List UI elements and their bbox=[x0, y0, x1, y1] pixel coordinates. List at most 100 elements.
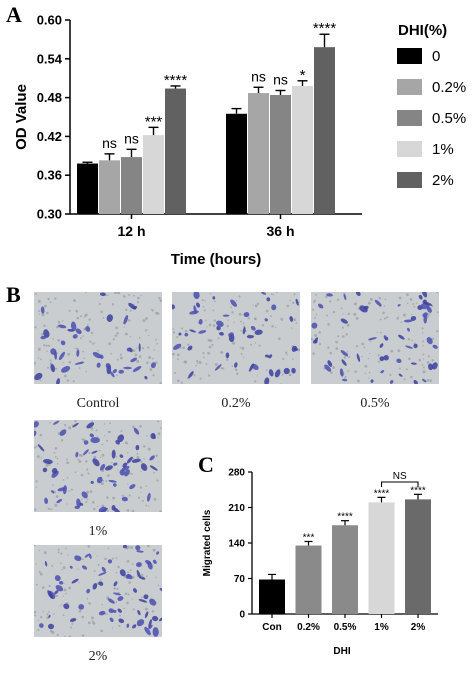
stained-cell bbox=[268, 354, 273, 359]
pore-dot bbox=[40, 358, 42, 361]
significance-label-a: ns bbox=[124, 130, 139, 146]
pore-dot bbox=[117, 469, 119, 471]
x-tick-label-a: 36 h bbox=[266, 223, 294, 239]
pore-dot bbox=[38, 549, 41, 552]
pore-dot bbox=[207, 338, 211, 342]
pore-dot bbox=[143, 457, 145, 460]
pore-dot bbox=[272, 293, 275, 296]
stained-cell bbox=[113, 592, 122, 596]
stained-cell bbox=[109, 617, 114, 623]
pore-dot bbox=[75, 309, 79, 313]
pore-dot bbox=[156, 420, 159, 423]
micrograph-caption-1: 1% bbox=[88, 524, 108, 539]
pore-dot bbox=[364, 364, 368, 368]
pore-dot bbox=[332, 310, 336, 314]
pore-dot bbox=[343, 356, 347, 359]
stained-cell bbox=[57, 324, 67, 329]
pore-dot bbox=[380, 331, 382, 334]
pore-dot bbox=[311, 308, 314, 311]
pore-dot bbox=[239, 347, 242, 349]
pore-dot bbox=[398, 296, 402, 300]
pore-dot bbox=[37, 619, 40, 621]
legend-label-a: 2% bbox=[432, 172, 454, 189]
pore-dot bbox=[152, 374, 155, 377]
stained-cell bbox=[42, 458, 53, 465]
pore-dot bbox=[34, 361, 37, 365]
stained-cell bbox=[119, 569, 126, 577]
pore-dot bbox=[107, 547, 110, 549]
legend-label-a: 0.5% bbox=[432, 110, 466, 127]
pore-dot bbox=[138, 336, 141, 339]
pore-dot bbox=[93, 507, 96, 511]
stained-cell bbox=[140, 463, 148, 471]
stained-cell bbox=[327, 360, 333, 367]
stained-cell bbox=[149, 455, 155, 461]
significance-label-c: *** bbox=[303, 532, 315, 543]
pore-dot bbox=[145, 504, 148, 507]
pore-dot bbox=[286, 353, 288, 356]
pore-dot bbox=[85, 371, 87, 373]
pore-dot bbox=[258, 344, 261, 347]
pore-dot bbox=[64, 374, 67, 378]
pore-dot bbox=[177, 358, 180, 361]
pore-dot bbox=[108, 342, 112, 346]
pore-dot bbox=[48, 344, 51, 347]
stained-cell bbox=[144, 611, 149, 618]
pore-dot bbox=[406, 302, 409, 305]
stained-cell bbox=[368, 337, 377, 341]
stained-cell bbox=[432, 344, 438, 349]
pore-dot bbox=[172, 331, 176, 334]
pore-dot bbox=[140, 470, 142, 473]
pore-dot bbox=[66, 379, 70, 382]
stained-cell bbox=[113, 462, 118, 466]
stained-cell bbox=[38, 623, 44, 628]
pore-dot bbox=[46, 366, 50, 369]
stained-cell bbox=[131, 458, 141, 463]
stained-cell bbox=[136, 619, 145, 627]
pore-dot bbox=[369, 297, 373, 301]
pore-dot bbox=[254, 304, 258, 308]
y-tick-label-c: 280 bbox=[228, 468, 245, 479]
pore-dot bbox=[384, 298, 387, 301]
y-tick-label-c: 70 bbox=[234, 574, 246, 585]
pore-dot bbox=[123, 607, 126, 610]
pore-dot bbox=[422, 370, 426, 374]
stained-cell bbox=[69, 618, 77, 622]
pore-dot bbox=[42, 610, 45, 613]
stained-cell bbox=[133, 306, 138, 309]
pore-dot bbox=[117, 565, 120, 569]
pore-dot bbox=[270, 293, 273, 296]
pore-dot bbox=[204, 300, 206, 302]
pore-dot bbox=[159, 382, 162, 384]
pore-dot bbox=[427, 355, 430, 358]
stained-cell bbox=[132, 624, 137, 629]
stained-cell bbox=[34, 430, 37, 437]
pore-dot bbox=[137, 296, 140, 300]
pore-dot bbox=[82, 350, 84, 353]
pore-dot bbox=[431, 359, 434, 362]
stained-cell bbox=[225, 352, 230, 359]
stained-cell bbox=[81, 565, 88, 570]
pore-dot bbox=[286, 304, 290, 308]
pore-dot bbox=[390, 349, 394, 353]
stained-cell bbox=[72, 422, 79, 428]
pore-dot bbox=[383, 317, 386, 320]
stained-cell bbox=[78, 604, 85, 610]
pore-dot bbox=[116, 332, 119, 335]
stained-cell bbox=[86, 588, 91, 594]
pore-dot bbox=[48, 584, 51, 588]
legend-swatch-a bbox=[397, 141, 422, 157]
stained-cell bbox=[117, 608, 122, 613]
stained-cell bbox=[295, 298, 299, 306]
pore-dot bbox=[62, 320, 64, 322]
pore-dot bbox=[34, 446, 36, 449]
pore-dot bbox=[332, 366, 336, 369]
pore-dot bbox=[116, 374, 119, 377]
pore-dot bbox=[64, 424, 67, 427]
pore-dot bbox=[103, 435, 106, 437]
stained-cell bbox=[407, 327, 410, 332]
pore-dot bbox=[87, 545, 91, 548]
stained-cell bbox=[50, 348, 57, 355]
pore-dot bbox=[105, 439, 109, 442]
stained-cell bbox=[96, 362, 101, 368]
